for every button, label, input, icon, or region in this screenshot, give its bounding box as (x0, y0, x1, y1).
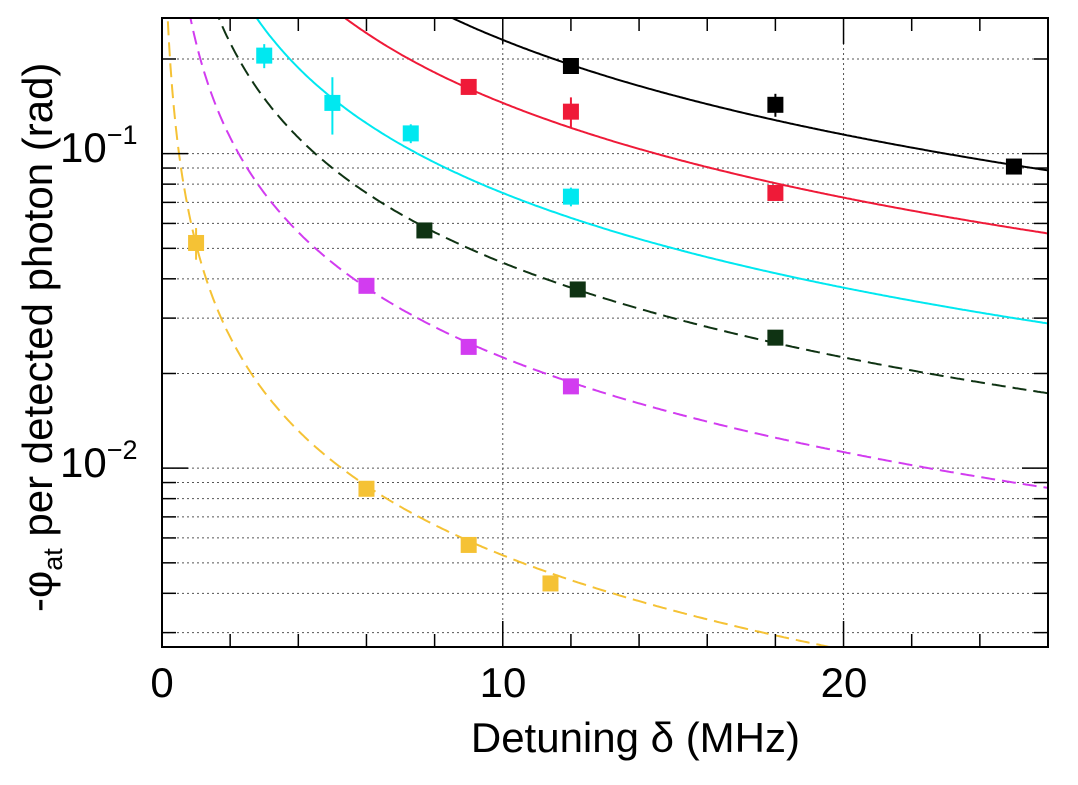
fit-curves (166, 18, 1048, 647)
data-point-red (767, 184, 784, 201)
data-point-purple (562, 378, 579, 395)
y-axis-label-suffix: per detected photon (rad) (14, 63, 61, 549)
y-tick-label-0.1: 10−1 (60, 120, 138, 171)
y-tick-exponent: −2 (107, 435, 138, 465)
x-tick-label-10: 10 (480, 659, 527, 706)
data-point-cyan (402, 125, 419, 142)
data-point-dark-green (767, 329, 784, 346)
x-tick-label-0: 0 (150, 659, 173, 706)
data-point-yellow (188, 234, 205, 251)
data-point-dark-green (569, 281, 586, 298)
y-tick-label-0.01: 10−2 (60, 435, 138, 486)
x-tick-label-20: 20 (821, 659, 868, 706)
data-point-yellow (460, 536, 477, 553)
y-tick-base: 10 (60, 439, 107, 486)
y-tick-base: 10 (60, 124, 107, 171)
y-axis-label-subscript: at (38, 548, 68, 571)
fit-curve-yellow (166, 18, 836, 647)
axis-ticks (161, 18, 1049, 647)
fit-curve-red (343, 18, 1048, 235)
data-points (188, 44, 1022, 592)
plot-frame (161, 17, 1049, 648)
data-point-purple (460, 338, 477, 355)
data-point-yellow (358, 480, 375, 497)
data-point-dark-green (416, 222, 433, 239)
data-point-cyan (562, 188, 579, 205)
fit-curve-cyan (255, 18, 1048, 325)
data-point-cyan (324, 94, 341, 111)
fit-curve-black (449, 18, 1048, 172)
fit-curve-purple (189, 18, 1048, 489)
data-point-cyan (256, 47, 273, 64)
grid (162, 18, 1048, 647)
data-point-black (767, 96, 784, 113)
data-point-black (1005, 158, 1022, 175)
data-point-yellow (542, 575, 559, 592)
y-axis-label: -φat per detected photon (rad) (14, 63, 68, 612)
y-tick-exponent: −1 (107, 120, 138, 150)
fit-curve-dark-green (217, 18, 1048, 395)
data-point-red (460, 78, 477, 95)
data-point-black (562, 57, 579, 74)
y-axis-label-prefix: -φ (14, 571, 61, 612)
data-point-purple (358, 277, 375, 294)
data-point-red (562, 103, 579, 120)
x-axis-label: Detuning δ (MHz) (471, 714, 800, 761)
